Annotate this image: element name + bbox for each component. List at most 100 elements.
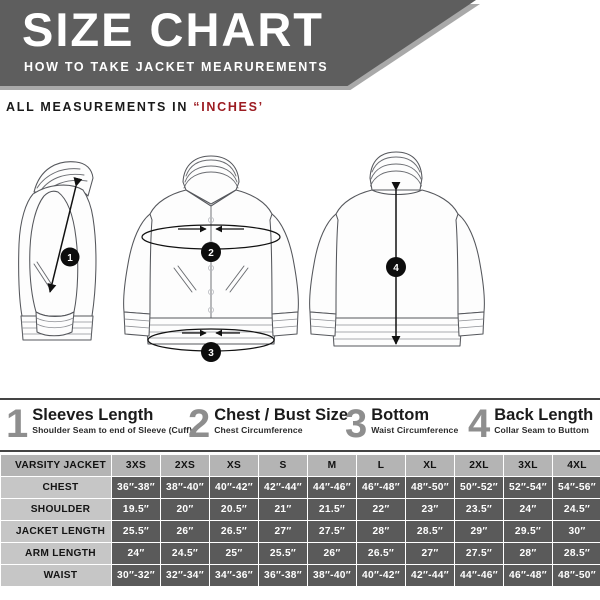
cell-chest-3xs: 36″-38″ [112, 477, 160, 498]
cell-jacket-length-4xl: 30″ [553, 521, 600, 542]
cell-shoulder-2xl: 23.5″ [455, 499, 503, 520]
size-header-xl: XL [406, 455, 454, 476]
cell-chest-4xl: 54″-56″ [553, 477, 600, 498]
cell-waist-m: 38″-40″ [308, 565, 356, 586]
marker-1: 1 [60, 247, 80, 267]
cell-arm-length-3xl: 28″ [504, 543, 552, 564]
cell-arm-length-m: 26″ [308, 543, 356, 564]
cell-chest-2xl: 50″-52″ [455, 477, 503, 498]
cell-jacket-length-3xs: 25.5″ [112, 521, 160, 542]
cell-waist-3xl: 46″-48″ [504, 565, 552, 586]
page-title: SIZE CHART [22, 3, 324, 56]
size-header-2xs: 2XS [161, 455, 209, 476]
size-header-s: S [259, 455, 307, 476]
cell-waist-l: 40″-42″ [357, 565, 405, 586]
cell-chest-xl: 48″-50″ [406, 477, 454, 498]
cell-waist-s: 36″-38″ [259, 565, 307, 586]
legend-number: 1 [6, 402, 29, 446]
cell-arm-length-4xl: 28.5″ [553, 543, 600, 564]
cell-arm-length-xs: 25″ [210, 543, 258, 564]
svg-text:3: 3 [208, 348, 214, 359]
cell-waist-2xl: 44″-46″ [455, 565, 503, 586]
size-header-3xl: 3XL [504, 455, 552, 476]
cell-chest-2xs: 38″-40″ [161, 477, 209, 498]
table-row: CHEST 36″-38″ 38″-40″ 40″-42″ 42″-44″ 44… [1, 477, 600, 498]
cell-shoulder-3xl: 24″ [504, 499, 552, 520]
table-row: WAIST 30″-32″ 32″-34″ 34″-36″ 36″-38″ 38… [1, 565, 600, 586]
cell-arm-length-s: 25.5″ [259, 543, 307, 564]
legend-number: 4 [468, 402, 491, 446]
cell-shoulder-xl: 23″ [406, 499, 454, 520]
cell-chest-xs: 40″-42″ [210, 477, 258, 498]
measurement-unit: “INCHES’ [193, 100, 264, 114]
legend-description: Shoulder Seam to end of Sleeve (Cuff) [32, 425, 193, 435]
legend-title: Back Length [494, 406, 594, 424]
cell-shoulder-m: 21.5″ [308, 499, 356, 520]
cell-jacket-length-3xl: 29.5″ [504, 521, 552, 542]
page-subtitle: HOW TO TAKE JACKET MEARUREMENTS [24, 60, 329, 74]
cell-jacket-length-2xs: 26″ [161, 521, 209, 542]
legend-title: Bottom [371, 406, 429, 424]
marker-2: 2 [201, 242, 221, 262]
legend-number: 2 [188, 402, 211, 446]
legend-description: Collar Seam to Buttom [494, 425, 589, 435]
svg-text:1: 1 [67, 253, 73, 264]
jacket-side-left-view: 1 [18, 161, 97, 341]
cell-shoulder-s: 21″ [259, 499, 307, 520]
legend-number: 3 [345, 402, 368, 446]
table-row: SHOULDER 19.5″ 20″ 20.5″ 21″ 21.5″ 22″ 2… [1, 499, 600, 520]
table-row: JACKET LENGTH 25.5″ 26″ 26.5″ 27″ 27.5″ … [1, 521, 600, 542]
cell-waist-3xs: 30″-32″ [112, 565, 160, 586]
header-banner: SIZE CHART HOW TO TAKE JACKET MEARUREMEN… [0, 0, 600, 92]
cell-jacket-length-xs: 26.5″ [210, 521, 258, 542]
jacket-front-view: 2 3 [123, 155, 299, 362]
cell-arm-length-xl: 27″ [406, 543, 454, 564]
jacket-back-view: 4 [309, 151, 485, 347]
measurement-note: ALL MEASUREMENTS IN “INCHES’ [6, 100, 264, 114]
cell-arm-length-2xs: 24.5″ [161, 543, 209, 564]
size-header-xs: XS [210, 455, 258, 476]
cell-chest-m: 44″-46″ [308, 477, 356, 498]
cell-waist-4xl: 48″-50″ [553, 565, 600, 586]
legend-item-3: 3 Bottom Waist Circumference [345, 404, 458, 450]
row-label-chest: CHEST [1, 477, 111, 498]
cell-jacket-length-l: 28″ [357, 521, 405, 542]
legend-item-2: 2 Chest / Bust Size Chest Circumference [188, 404, 348, 450]
legend-title: Sleeves Length [32, 406, 154, 424]
marker-3: 3 [201, 342, 221, 362]
cell-jacket-length-2xl: 29″ [455, 521, 503, 542]
marker-4: 4 [386, 257, 406, 277]
size-header-2xl: 2XL [455, 455, 503, 476]
table-header-row: VARSITY JACKET 3XS 2XS XS S M L XL 2XL 3… [1, 455, 600, 476]
cell-waist-xl: 42″-44″ [406, 565, 454, 586]
row-label-jacket-length: JACKET LENGTH [1, 521, 111, 542]
size-header-4xl: 4XL [553, 455, 600, 476]
cell-waist-xs: 34″-36″ [210, 565, 258, 586]
cell-arm-length-3xs: 24″ [112, 543, 160, 564]
cell-jacket-length-s: 27″ [259, 521, 307, 542]
cell-jacket-length-xl: 28.5″ [406, 521, 454, 542]
cell-shoulder-l: 22″ [357, 499, 405, 520]
svg-text:4: 4 [393, 263, 399, 274]
table-corner-label: VARSITY JACKET [1, 455, 111, 476]
cell-arm-length-2xl: 27.5″ [455, 543, 503, 564]
table-row: ARM LENGTH 24″ 24.5″ 25″ 25.5″ 26″ 26.5″… [1, 543, 600, 564]
svg-text:2: 2 [208, 248, 214, 259]
legend-item-4: 4 Back Length Collar Seam to Buttom [468, 404, 593, 450]
legend-description: Chest Circumference [214, 425, 303, 435]
legend-title: Chest / Bust Size [214, 406, 349, 424]
cell-arm-length-l: 26.5″ [357, 543, 405, 564]
cell-shoulder-xs: 20.5″ [210, 499, 258, 520]
size-header-m: M [308, 455, 356, 476]
cell-chest-3xl: 52″-54″ [504, 477, 552, 498]
measurement-note-prefix: ALL MEASUREMENTS IN [6, 100, 194, 114]
jacket-illustrations: .ln { fill:#fdfdfd; stroke:#55575c; stro… [0, 140, 600, 398]
size-header-l: L [357, 455, 405, 476]
row-label-arm-length: ARM LENGTH [1, 543, 111, 564]
legend-item-1: 1 Sleeves Length Shoulder Seam to end of… [6, 404, 192, 450]
size-header-3xs: 3XS [112, 455, 160, 476]
row-label-waist: WAIST [1, 565, 111, 586]
cell-chest-l: 46″-48″ [357, 477, 405, 498]
cell-waist-2xs: 32″-34″ [161, 565, 209, 586]
